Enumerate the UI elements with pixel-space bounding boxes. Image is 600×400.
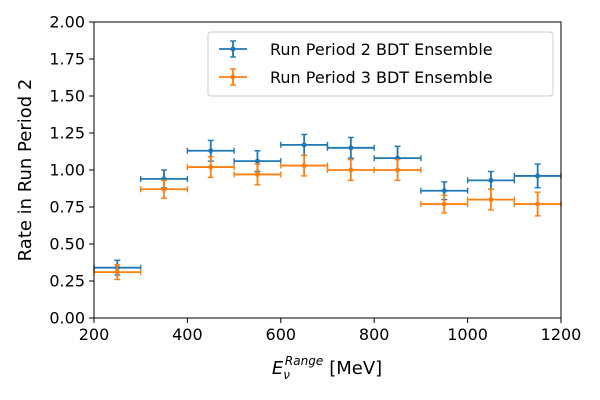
x-axis-label-sub: ν: [283, 368, 290, 382]
data-point: [488, 197, 493, 202]
data-point: [208, 165, 213, 170]
data-point: [395, 168, 400, 173]
data-point: [348, 168, 353, 173]
y-tick-label: 1.75: [49, 50, 85, 69]
x-tick-label: 1200: [541, 325, 582, 344]
x-tick-label: 400: [172, 325, 203, 344]
x-axis: 200 400 600 800 1000 1200: [79, 318, 582, 344]
data-point: [255, 159, 260, 164]
data-point: [488, 178, 493, 183]
y-tick-label: 0.00: [49, 309, 85, 328]
y-tick-label: 0.25: [49, 272, 85, 291]
legend-label: Run Period 3 BDT Ensemble: [270, 68, 493, 87]
y-tick-label: 1.00: [49, 161, 85, 180]
x-tick-label: 200: [79, 325, 110, 344]
x-axis-label-base: E: [272, 358, 284, 379]
y-axis: 0.00 0.25 0.50 0.75 1.00 1.25 1.50 1.75 2.00: [49, 13, 94, 328]
y-tick-label: 1.50: [49, 87, 85, 106]
data-point: [162, 187, 167, 192]
data-point: [535, 202, 540, 207]
data-point: [255, 172, 260, 177]
x-tick-label: 800: [359, 325, 390, 344]
x-axis-label: EνRange [MeV]: [272, 354, 382, 382]
y-tick-label: 0.50: [49, 235, 85, 254]
y-tick-label: 0.75: [49, 198, 85, 217]
data-point: [442, 202, 447, 207]
chart-svg: 200 400 600 800 1000 1200 0.00 0.25 0.50 0.75 1.0…: [0, 0, 600, 400]
data-point: [208, 148, 213, 153]
x-axis-label-unit: [MeV]: [329, 358, 382, 379]
data-point: [115, 270, 120, 275]
y-axis-label: Rate in Run Period 2: [15, 79, 36, 262]
legend-marker-point: [231, 75, 236, 80]
y-tick-label: 2.00: [49, 13, 85, 32]
plot-area: [94, 134, 561, 279]
y-tick-label: 1.25: [49, 124, 85, 143]
data-point: [535, 173, 540, 178]
data-point: [302, 142, 307, 147]
data-point: [348, 145, 353, 150]
legend: Run Period 2 BDT Ensemble Run Period 3 BD…: [208, 32, 553, 96]
legend-label: Run Period 2 BDT Ensemble: [270, 40, 493, 59]
data-point: [302, 163, 307, 168]
data-point: [442, 188, 447, 193]
chart-container: 200 400 600 800 1000 1200 0.00 0.25 0.50 0.75 1.0…: [0, 0, 600, 400]
x-axis-label-sup: Range: [285, 354, 323, 368]
legend-marker-point: [231, 47, 236, 52]
x-tick-label: 1000: [447, 325, 488, 344]
x-tick-label: 600: [266, 325, 297, 344]
